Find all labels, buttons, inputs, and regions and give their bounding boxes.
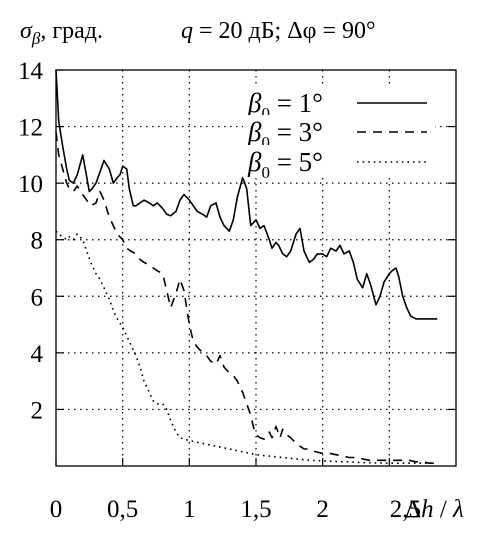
x-tick-label: 1 bbox=[183, 496, 196, 523]
legend-entry-2: β0 = 3° bbox=[243, 115, 435, 152]
y-axis-label: σβ, град. bbox=[20, 18, 103, 48]
x-axis-label-delta: Δ bbox=[405, 496, 421, 523]
condition-phi: Δφ = 90° bbox=[287, 18, 375, 44]
y-tick-labels: 2 4 6 8 10 12 14 bbox=[18, 58, 44, 424]
x-tick-label: 2,5 bbox=[390, 496, 421, 523]
axis-ticks bbox=[55, 69, 456, 466]
legend-subscript: 0 bbox=[261, 133, 270, 152]
x-axis-label-h: h bbox=[421, 496, 434, 523]
legend-value: = 5° bbox=[270, 147, 323, 177]
y-tick-label: 10 bbox=[18, 171, 43, 198]
series-line-1 bbox=[55, 69, 438, 320]
x-tick-label: 2 bbox=[316, 496, 329, 523]
y-tick-label: 2 bbox=[31, 397, 44, 424]
legend-subscript: 0 bbox=[261, 104, 270, 123]
condition-q: q bbox=[181, 18, 193, 44]
series-line-2 bbox=[55, 132, 436, 465]
legend-value: = 3° bbox=[270, 117, 323, 147]
x-axis-label-lambda: λ bbox=[452, 496, 464, 523]
series-lines bbox=[55, 69, 438, 465]
ylabel-subscript: β bbox=[31, 29, 41, 48]
condition-label: q = 20 дБ; Δφ = 90° bbox=[181, 18, 376, 44]
legend-value: = 1° bbox=[270, 88, 323, 118]
legend-entry-background bbox=[243, 115, 435, 148]
series-line-3 bbox=[55, 230, 436, 465]
ylabel-unit: , град. bbox=[40, 18, 103, 44]
x-axis-label-slash: / bbox=[434, 496, 453, 523]
y-tick-label: 4 bbox=[31, 341, 44, 368]
x-tick-label: 0,5 bbox=[107, 496, 138, 523]
y-tick-label: 12 bbox=[18, 115, 43, 142]
legend-label: β0 = 1° bbox=[247, 88, 323, 123]
ylabel-symbol: σ bbox=[20, 18, 33, 44]
legend: β0 = 1°β0 = 3°β0 = 5° bbox=[243, 86, 435, 182]
condition-q-value: = 20 дБ; bbox=[193, 18, 287, 44]
y-tick-label: 14 bbox=[18, 58, 44, 85]
x-tick-labels: 0 0,5 1 1,5 2 2,5 bbox=[50, 496, 421, 523]
legend-label: β0 = 3° bbox=[247, 117, 323, 152]
legend-symbol: β bbox=[247, 117, 262, 147]
x-tick-label: 1,5 bbox=[240, 496, 271, 523]
y-tick-label: 8 bbox=[31, 228, 44, 255]
legend-symbol: β bbox=[247, 147, 262, 177]
legend-entry-1: β0 = 1° bbox=[243, 86, 435, 123]
x-axis-label: Δh / λ bbox=[405, 496, 464, 523]
legend-symbol: β bbox=[247, 88, 262, 118]
x-tick-label: 0 bbox=[50, 496, 63, 523]
y-tick-label: 6 bbox=[31, 284, 44, 311]
legend-entry-3: β0 = 5° bbox=[243, 145, 435, 182]
legend-label: β0 = 5° bbox=[247, 147, 323, 182]
legend-subscript: 0 bbox=[261, 163, 270, 182]
